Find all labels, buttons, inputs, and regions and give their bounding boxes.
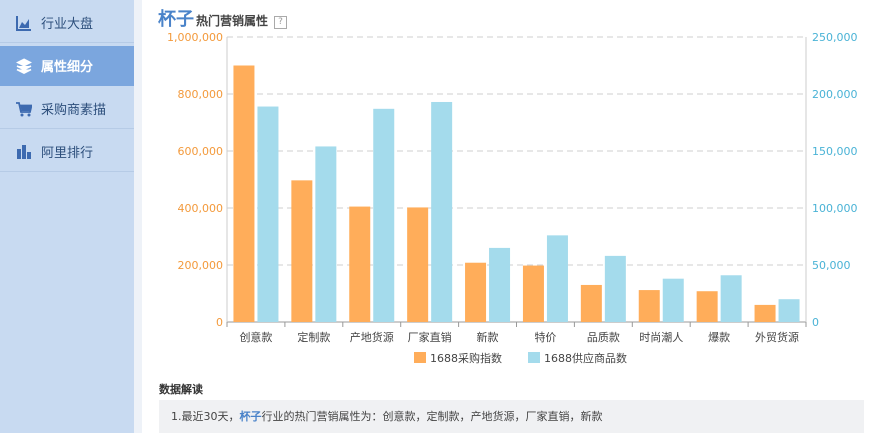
sidebar-item-industry-overview[interactable]: 行业大盘 [0,3,134,43]
bar-supply-count[interactable] [489,247,511,322]
sidebar-item-ali-ranking[interactable]: 阿里排行 [0,132,134,172]
right-axis-tick-label: 0 [812,316,819,329]
left-axis-tick-label: 800,000 [178,88,224,101]
bar-purchase-index[interactable] [349,206,371,322]
left-axis-ticks: 0 200,000 400,000 600,000 800,000 1,000,000 [167,31,223,329]
bar-chart-icon [15,143,33,161]
sidebar-item-label: 行业大盘 [41,17,94,32]
attribute-bar-chart: 0 200,000 400,000 600,000 800,000 1,000,000 0… [167,31,858,365]
bar-purchase-index[interactable] [522,265,544,322]
bar-purchase-index[interactable] [696,291,718,322]
help-icon[interactable]: ? [274,16,288,29]
sidebar-item-attribute-breakdown[interactable]: 属性细分 [0,46,134,86]
page-title-subtitle: 热门营销属性 [196,14,269,28]
sidebar-item-label: 采购商素描 [41,103,107,118]
x-axis-tick-label: 创意款 [239,330,272,344]
right-axis-ticks: 0 50,000 100,000 150,000 200,000 250,000 [812,31,858,329]
bar-purchase-index[interactable] [407,207,429,322]
bar-supply-count[interactable] [431,101,453,322]
x-axis-tick-label: 厂家直销 [408,330,452,344]
sidebar: 行业大盘 属性细分 采购商素描 阿里排行 [0,0,134,433]
left-axis-tick-label: 400,000 [178,202,224,215]
right-axis-tick-label: 50,000 [812,259,851,272]
left-axis-tick-label: 1,000,000 [167,31,223,44]
bar-purchase-index[interactable] [638,290,660,322]
insight-text: 行业的热门营销属性为：创意款，定制款，产地货源，厂家直销，新款 [261,410,603,423]
bar-supply-count[interactable] [778,299,800,322]
x-axis-tick-label: 外贸货源 [755,330,799,344]
chart-grid [226,36,807,323]
right-axis-tick-label: 100,000 [812,202,858,215]
x-axis-tick-label: 时尚潮人 [639,330,683,344]
page-title-keyword: 杯子 [158,9,194,30]
chart-legend: 1688采购指数 1688供应商品数 [414,351,627,365]
insight-box: 1.最近30天，杯子行业的热门营销属性为：创意款，定制款，产地货源，厂家直销，新… [159,400,864,433]
bar-supply-count[interactable] [546,235,568,322]
sidebar-divider [134,0,142,433]
right-axis-tick-label: 150,000 [812,145,858,158]
x-axis-tick-label: 新款 [477,330,499,344]
x-axis-tick-label: 定制款 [297,330,330,344]
bar-supply-count[interactable] [257,106,279,322]
sidebar-item-buyer-profile[interactable]: 采购商素描 [0,89,134,129]
insight-prefix: 1.最近30天， [171,410,240,423]
legend-label[interactable]: 1688采购指数 [430,351,502,365]
x-axis-tick-label: 特价 [534,330,556,344]
sidebar-item-label: 阿里排行 [41,146,94,161]
layers-icon [15,57,33,75]
legend-swatch[interactable] [528,352,540,363]
legend-label[interactable]: 1688供应商品数 [544,351,627,365]
bar-supply-count[interactable] [315,146,337,322]
chart-bars [233,65,800,323]
legend-swatch[interactable] [414,352,426,363]
cart-icon [15,100,33,118]
bar-purchase-index[interactable] [580,284,602,322]
right-axis-tick-label: 200,000 [812,88,858,101]
x-axis-tick-label: 爆款 [708,330,730,344]
bar-purchase-index[interactable] [465,262,487,322]
area-chart-icon [15,14,33,32]
x-axis-tick-label: 品质款 [587,330,620,344]
bar-supply-count[interactable] [662,278,684,322]
main-panel: 杯子 热门营销属性 ? 0 200,000 400,000 600,000 800,00… [142,0,880,433]
left-axis-tick-label: 600,000 [178,145,224,158]
bar-supply-count[interactable] [604,255,626,322]
left-axis-tick-label: 0 [216,316,223,329]
right-axis-tick-label: 250,000 [812,31,858,44]
bar-supply-count[interactable] [720,275,742,322]
left-axis-tick-label: 200,000 [178,259,224,272]
bar-supply-count[interactable] [373,108,395,322]
x-axis-ticks: 创意款 定制款 产地货源 厂家直销 新款 特价 品质款 时尚潮人 爆款 外贸货源 [226,322,807,344]
bar-purchase-index[interactable] [291,180,313,322]
insight-keyword[interactable]: 杯子 [239,410,262,423]
x-axis-tick-label: 产地货源 [350,330,394,344]
sidebar-item-label: 属性细分 [41,60,94,75]
insight-section-title: 数据解读 [159,383,203,396]
bar-purchase-index[interactable] [233,65,255,323]
page-title: 杯子 热门营销属性 ? [158,5,288,31]
bar-purchase-index[interactable] [754,304,776,322]
